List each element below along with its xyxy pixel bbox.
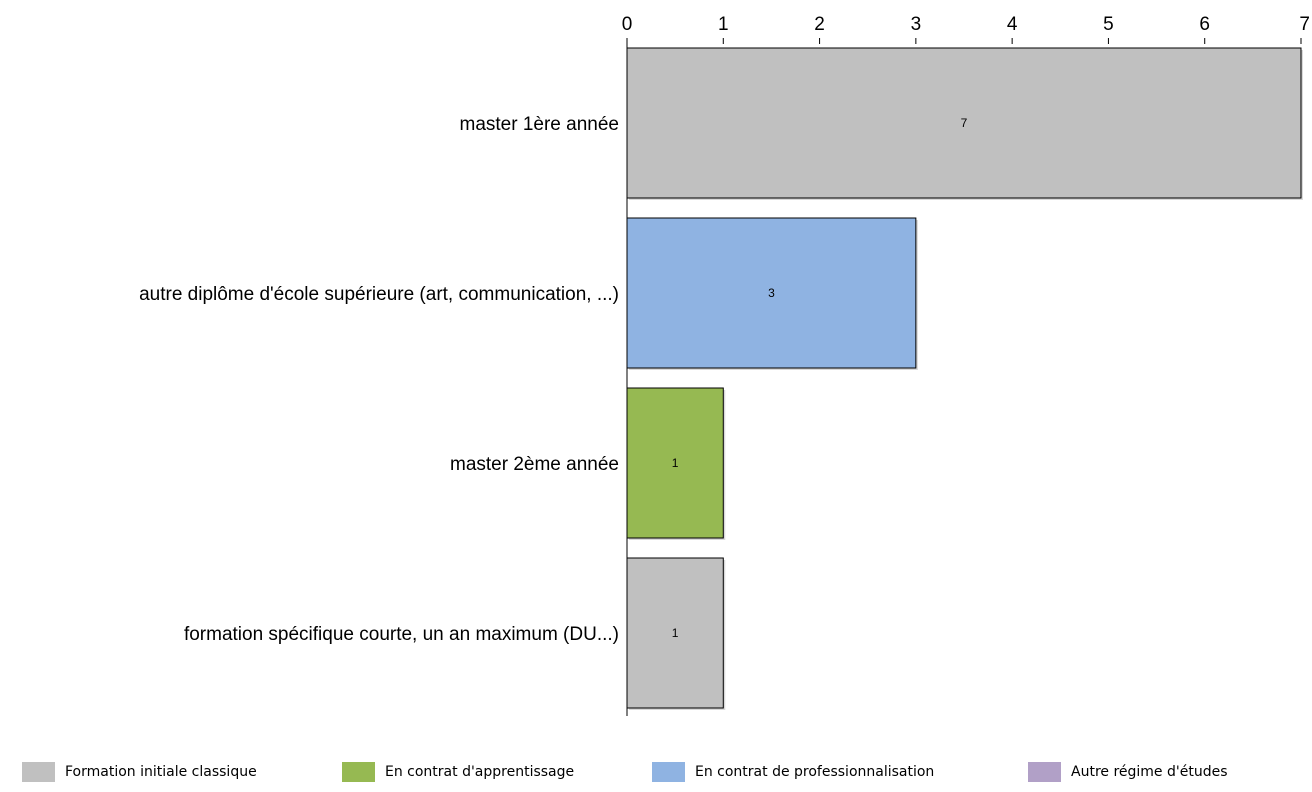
data-label: 1 — [672, 456, 679, 470]
category-label: formation spécifique courte, un an maxim… — [184, 624, 619, 645]
x-tick-label: 4 — [1007, 14, 1018, 35]
legend-label: Formation initiale classique — [65, 764, 257, 780]
bar — [626, 47, 1302, 199]
bar — [626, 217, 917, 369]
data-label: 1 — [672, 626, 679, 640]
bar — [626, 387, 724, 539]
category-label: master 1ère année — [460, 114, 620, 135]
x-axis-ticks: 0 1 2 3 4 5 6 7 — [622, 14, 1310, 44]
legend-label: En contrat d'apprentissage — [385, 764, 575, 780]
x-tick-label: 0 — [622, 14, 633, 35]
x-tick-label: 2 — [814, 14, 825, 35]
x-tick-label: 7 — [1299, 14, 1310, 35]
legend-item: Autre régime d'études — [1028, 762, 1228, 782]
legend-swatch — [652, 762, 685, 782]
data-labels: 7 3 1 1 — [672, 116, 968, 640]
x-tick-label: 1 — [718, 14, 729, 35]
category-labels: master 1ère année autre diplôme d'école s… — [139, 114, 619, 645]
legend-item: En contrat de professionnalisation — [652, 762, 934, 782]
bars — [626, 47, 1303, 710]
legend-item: Formation initiale classique — [22, 762, 257, 782]
x-tick-label: 3 — [911, 14, 922, 35]
category-label: autre diplôme d'école supérieure (art, c… — [139, 284, 619, 305]
legend-swatch — [22, 762, 55, 782]
chart: 0 1 2 3 4 5 6 7 master 1ère année autre diplôme … — [139, 14, 1310, 716]
bar — [626, 557, 724, 709]
legend-label: Autre régime d'études — [1071, 764, 1228, 780]
legend-label: En contrat de professionnalisation — [695, 764, 935, 780]
legend-swatch — [342, 762, 375, 782]
data-label: 3 — [768, 286, 775, 300]
x-tick-label: 5 — [1103, 14, 1114, 35]
legend: Formation initiale classique En contrat d… — [0, 762, 1312, 792]
legend-item: En contrat d'apprentissage — [342, 762, 574, 782]
x-tick-label: 6 — [1199, 14, 1210, 35]
legend-swatch — [1028, 762, 1061, 782]
data-label: 7 — [961, 116, 968, 130]
category-label: master 2ème année — [450, 454, 619, 475]
